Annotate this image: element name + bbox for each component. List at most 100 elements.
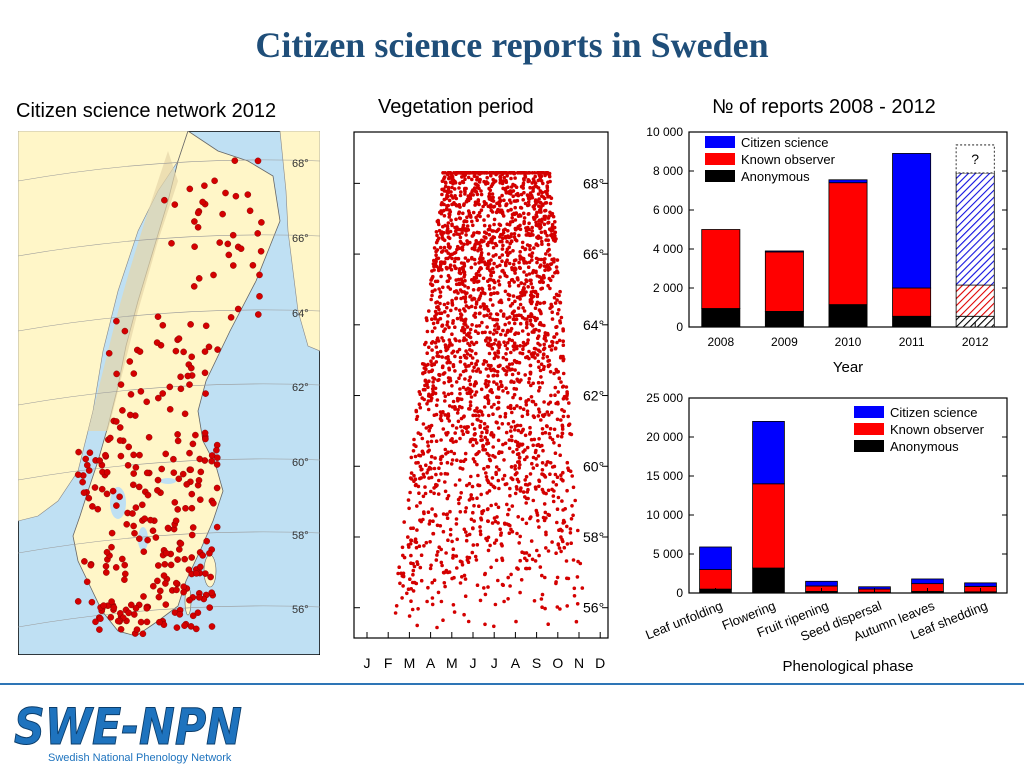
vegetation-dot [455, 225, 459, 229]
vegetation-dot [500, 193, 504, 198]
vegetation-dot [497, 345, 501, 350]
vegetation-dot [440, 365, 445, 370]
map-observation-dot [119, 555, 126, 563]
map-observation-dot [133, 626, 141, 633]
vegetation-dot [507, 337, 512, 342]
y-tick-label: 2 000 [653, 281, 683, 295]
legend-swatch [854, 423, 884, 435]
vegetation-dot [539, 263, 543, 267]
vegetation-dot [462, 219, 466, 224]
vegetation-dot [479, 434, 483, 439]
vegetation-dot [545, 184, 549, 188]
vegetation-dot [515, 440, 520, 445]
vegetation-dot [458, 581, 463, 585]
vegetation-dot [517, 541, 521, 545]
map-observation-dot [125, 609, 132, 617]
vegetation-dot [468, 382, 473, 387]
vegetation-dot [504, 482, 509, 486]
vegetation-dot [450, 298, 454, 303]
vegetation-dot [512, 341, 517, 345]
vegetation-dot [530, 258, 534, 262]
vegetation-dot [492, 342, 496, 346]
vegetation-dot [513, 218, 518, 222]
vegetation-dot [468, 327, 473, 332]
vegetation-dot [507, 245, 511, 250]
vegetation-dot [507, 438, 512, 442]
vegetation-dot [551, 480, 556, 484]
vegetation-dot [522, 216, 527, 220]
map-observation-dot [137, 388, 145, 395]
vegetation-dot [492, 328, 497, 332]
vegetation-dot [461, 432, 466, 437]
vegetation-dot [475, 417, 479, 422]
map-observation-dot [258, 219, 265, 226]
vegetation-dot [464, 171, 469, 175]
vegetation-dot [510, 301, 515, 306]
vegetation-dot [473, 413, 478, 418]
vegetation-dot [514, 619, 518, 624]
vegetation-dot [442, 208, 446, 213]
vegetation-dot [488, 205, 493, 209]
vegetation-dot [515, 346, 519, 351]
vegetation-dot [556, 495, 561, 500]
vegetation-dot [409, 561, 413, 565]
vegetation-dot [547, 413, 551, 417]
vegetation-dot [509, 326, 514, 331]
vegetation-month-label: N [574, 655, 584, 671]
vegetation-dot [457, 478, 462, 482]
vegetation-dot [553, 220, 557, 224]
vegetation-dot [415, 504, 419, 508]
vegetation-latitude-label: 62° [583, 388, 604, 404]
vegetation-dot [431, 274, 435, 279]
vegetation-dot [473, 432, 477, 436]
map-observation-dot [105, 349, 113, 357]
vegetation-dot [438, 264, 443, 269]
vegetation-dot [540, 468, 545, 472]
map-observation-dot [154, 394, 162, 402]
vegetation-dot [474, 300, 479, 304]
vegetation-dot [459, 277, 464, 281]
vegetation-dot [513, 368, 517, 372]
bar-segment [911, 578, 944, 585]
vegetation-dot [540, 592, 545, 597]
vegetation-dot [515, 447, 519, 452]
vegetation-dot [463, 300, 468, 304]
vegetation-dot [482, 359, 487, 363]
vegetation-dot [524, 501, 528, 505]
vegetation-dot [496, 325, 501, 329]
lake-malaren [160, 478, 176, 484]
map-observation-dot [184, 372, 192, 380]
map-observation-dot [210, 271, 217, 279]
vegetation-dot [570, 504, 574, 508]
vegetation-dot [559, 477, 564, 481]
vegetation-dot [484, 339, 488, 343]
vegetation-dot [399, 571, 403, 576]
vegetation-dot [463, 297, 467, 301]
vegetation-dot [514, 238, 519, 243]
map-observation-dot [190, 283, 198, 290]
vegetation-dot [531, 354, 535, 359]
vegetation-dot [441, 285, 445, 290]
vegetation-dot [539, 257, 543, 262]
vegetation-dot [490, 182, 495, 187]
vegetation-dot [532, 599, 537, 603]
vegetation-dot [488, 297, 493, 302]
vegetation-dot [427, 424, 431, 429]
map-observation-dot [144, 536, 151, 544]
vegetation-dot [506, 366, 511, 370]
vegetation-dot [578, 561, 583, 566]
vegetation-dot [522, 178, 526, 182]
vegetation-dot [436, 550, 440, 554]
map-observation-dot [74, 598, 82, 605]
vegetation-dot [495, 322, 499, 326]
map-observation-dot [140, 548, 148, 556]
vegetation-dot [434, 230, 439, 234]
vegetation-dot [576, 528, 580, 533]
vegetation-dot [445, 496, 450, 501]
vegetation-dot [502, 340, 506, 344]
vegetation-dot [507, 293, 512, 297]
vegetation-dot [541, 448, 545, 453]
vegetation-dot [497, 196, 502, 200]
vegetation-dot [532, 207, 537, 211]
